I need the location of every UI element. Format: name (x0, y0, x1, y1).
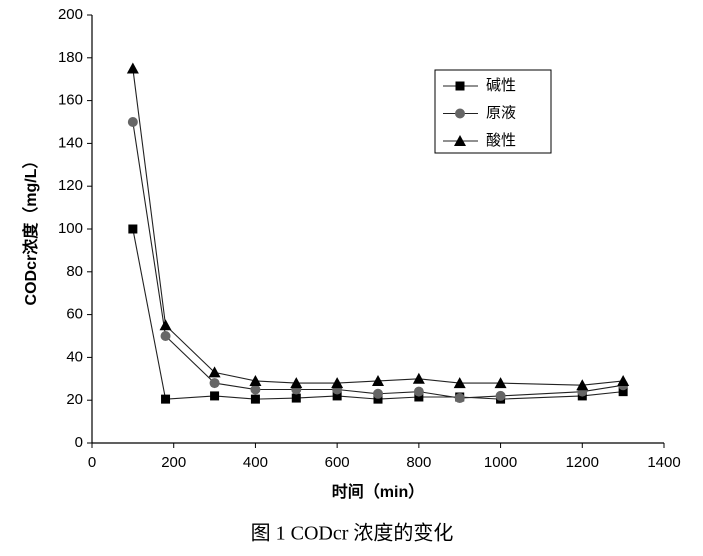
y-tick-label: 40 (66, 348, 83, 365)
data-point (208, 366, 221, 378)
data-point (372, 374, 384, 386)
y-axis-label: CODcr浓度（mg/L） (21, 153, 40, 306)
y-tick-label: 180 (58, 49, 83, 66)
y-tick-label: 60 (66, 306, 83, 323)
y-tick-label: 160 (58, 92, 83, 109)
legend-marker (454, 135, 466, 146)
data-point (126, 62, 139, 74)
data-point (250, 384, 261, 395)
legend-marker (455, 81, 465, 91)
data-point (412, 372, 425, 384)
data-point (414, 392, 424, 402)
data-point (495, 390, 506, 401)
data-point (209, 378, 220, 389)
series-line (132, 68, 624, 386)
data-point (249, 374, 262, 386)
legend-box (434, 69, 552, 154)
data-point (494, 377, 507, 389)
x-axis-label: 时间（min） (332, 482, 424, 501)
data-point (160, 331, 171, 341)
data-point (210, 391, 220, 401)
y-tick-label: 20 (66, 391, 83, 408)
data-point (332, 391, 342, 401)
data-point (128, 224, 138, 234)
data-point (373, 394, 383, 404)
y-tick-label: 100 (58, 220, 83, 237)
y-tick-label: 80 (66, 263, 83, 280)
x-tick-label: 200 (161, 454, 186, 471)
data-point (331, 377, 344, 389)
data-point (617, 374, 630, 386)
caption: 图 1 CODcr 浓度的变化 (251, 522, 454, 545)
data-point (127, 117, 138, 127)
y-tick-label: 120 (58, 177, 83, 194)
legend-label: 原液 (486, 104, 516, 121)
data-point (413, 386, 424, 397)
legend-label: 碱性 (486, 77, 516, 94)
x-tick-label: 1200 (566, 454, 599, 471)
data-point (453, 377, 466, 389)
data-point (291, 393, 301, 403)
data-point (618, 387, 628, 397)
data-point (250, 394, 260, 404)
data-point (454, 393, 465, 404)
data-point (576, 379, 589, 391)
series-line (132, 121, 624, 399)
data-point (290, 377, 303, 389)
y-tick-label: 140 (58, 134, 83, 151)
x-tick-label: 1000 (484, 454, 517, 471)
x-tick-label: 400 (243, 454, 268, 471)
x-tick-label: 1400 (647, 454, 680, 471)
x-tick-label: 800 (406, 454, 431, 471)
x-tick-label: 600 (325, 454, 350, 471)
y-tick-label: 200 (58, 6, 83, 23)
data-point (161, 394, 171, 404)
legend-label: 酸性 (486, 132, 516, 149)
data-point (373, 388, 383, 399)
series-line (132, 228, 624, 400)
legend-marker (455, 108, 465, 119)
x-tick-label: 0 (88, 454, 96, 471)
data-point (159, 319, 172, 331)
y-tick-label: 0 (75, 434, 83, 451)
